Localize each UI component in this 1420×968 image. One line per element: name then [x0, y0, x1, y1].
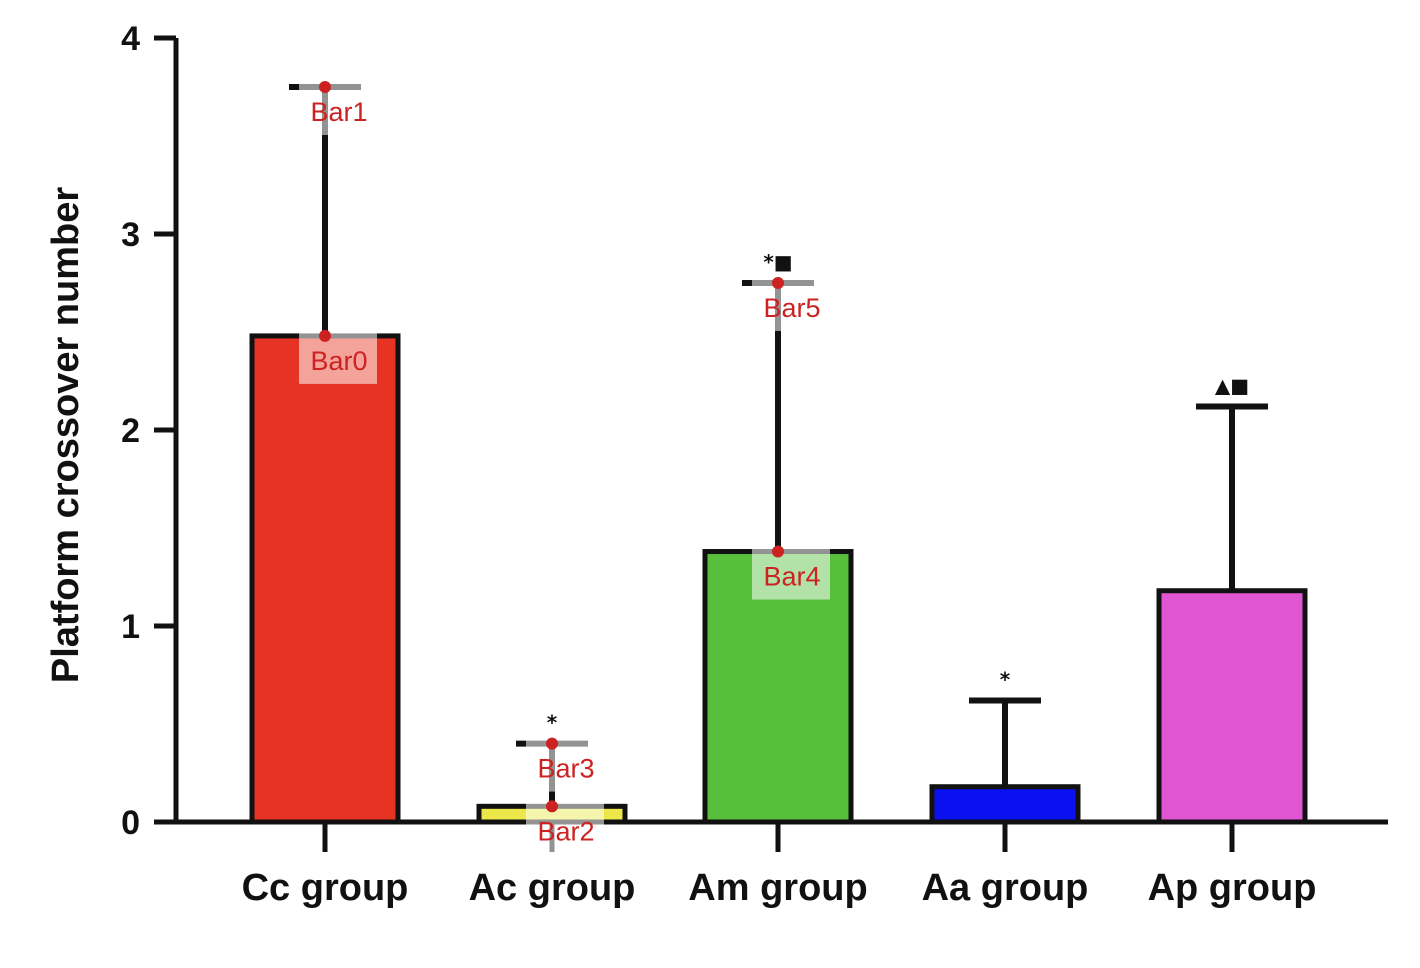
annotation-bg-5 [752, 279, 830, 331]
annotation-bg-3 [526, 739, 604, 792]
annotation-label-5: Bar5 [763, 293, 820, 323]
annotation-label-3: Bar3 [537, 754, 594, 784]
bar-3 [929, 784, 1081, 825]
significance-mark-3: * [1000, 667, 1011, 691]
significance-mark-4: ▲■ [1215, 373, 1249, 397]
annotation-label-4: Bar4 [763, 562, 820, 592]
significance-mark-2: *■ [763, 250, 792, 274]
bar-4 [1156, 588, 1308, 825]
significance-mark-1: * [547, 711, 558, 735]
annotation-dot-2 [546, 800, 558, 813]
annotation-dot-3 [546, 737, 558, 750]
annotation-label-0: Bar0 [310, 346, 367, 376]
x-tick-label-0: Cc group [242, 867, 409, 909]
annotation-dot-0 [319, 329, 331, 342]
y-tick-label-1: 1 [121, 608, 140, 646]
annotation-dot-5 [772, 277, 784, 289]
annotation-bg-4 [752, 547, 830, 600]
plot-area: Cc group * Ac group *■ Am group * Aa group ▲■ Ap… [121, 20, 1388, 909]
y-tick-label-4: 4 [121, 20, 140, 58]
annotation-bg-2 [526, 802, 604, 855]
x-tick-label-4: Ap group [1148, 867, 1317, 909]
y-axis-title: Platform crossover number [45, 187, 87, 683]
y-tick-label-3: 3 [121, 216, 140, 254]
y-tick-label-0: 0 [121, 804, 140, 842]
annotation-bg-0 [299, 331, 377, 384]
annotation-dot-4 [772, 545, 784, 558]
annotation-label-2: Bar2 [537, 816, 594, 846]
y-tick-label-2: 2 [121, 412, 140, 450]
x-tick-label-2: Am group [688, 867, 867, 909]
x-tick-label-3: Aa group [922, 867, 1089, 909]
bar-0 [249, 333, 401, 825]
x-tick-label-1: Ac group [469, 867, 636, 909]
annotation-dot-1 [319, 81, 331, 93]
annotation-bg-1 [299, 83, 377, 135]
annotation-label-1: Bar1 [310, 97, 367, 127]
